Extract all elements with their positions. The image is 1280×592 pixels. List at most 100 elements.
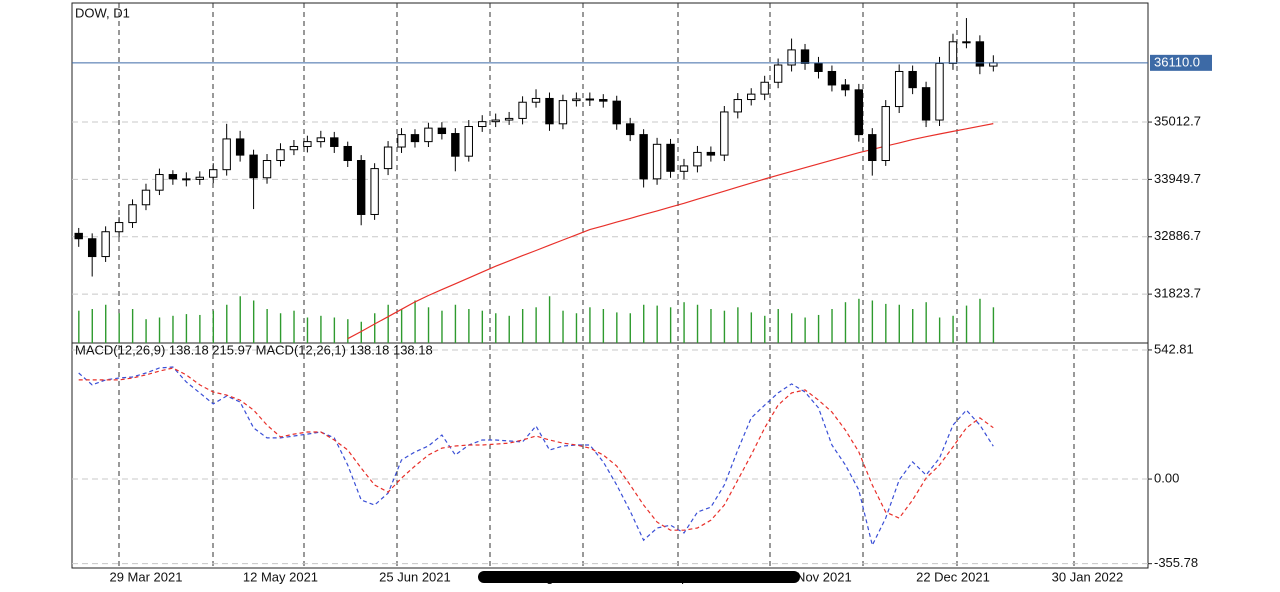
candle-body: [222, 138, 231, 171]
candle-body: [491, 119, 500, 123]
candle-body: [908, 70, 917, 89]
volume-bar: [400, 309, 403, 343]
volume-bar: [979, 298, 981, 343]
volume-bar: [374, 313, 376, 343]
candle-body: [87, 238, 97, 258]
volume-bar: [266, 309, 268, 343]
candle-body: [545, 97, 554, 125]
volume-bar: [185, 314, 188, 343]
candle-body: [316, 137, 326, 143]
volume-bar: [858, 298, 860, 343]
candle-body: [760, 81, 769, 95]
candle-body: [612, 100, 621, 125]
candle-body: [356, 160, 366, 215]
volume-bar: [239, 296, 241, 343]
volume-bar: [817, 314, 820, 343]
volume-bar: [737, 307, 739, 343]
candle-body: [787, 49, 796, 66]
volume-bar: [252, 300, 255, 343]
volume-bar: [790, 313, 793, 343]
candle-body: [935, 62, 944, 121]
volume-bar: [78, 310, 80, 343]
candle-body: [370, 168, 379, 215]
volume-bar: [575, 313, 578, 343]
candle-body: [800, 49, 810, 64]
candle-body: [101, 231, 110, 258]
candle-body: [666, 143, 675, 172]
volume-bar: [669, 307, 672, 343]
volume-bar: [347, 319, 349, 343]
candle-body: [975, 41, 985, 67]
candle-body: [74, 232, 83, 240]
volume-bar: [925, 302, 927, 343]
candle-body: [114, 222, 124, 233]
volume-bar: [508, 315, 510, 343]
panel-frame: [71, 2, 1149, 569]
volume-bar: [548, 296, 551, 343]
scrollbar[interactable]: [478, 571, 800, 583]
candle-body: [625, 123, 635, 136]
candle-body: [155, 174, 164, 191]
volume-bar: [952, 315, 954, 343]
candle-body: [733, 99, 742, 113]
candle-body: [827, 70, 837, 86]
volume-bar: [131, 309, 134, 343]
candle-body: [585, 98, 595, 101]
candle-body: [276, 149, 285, 162]
candle-body: [693, 151, 702, 167]
candle-body: [141, 189, 151, 206]
x-tick-label: 8 Nov 2021: [785, 569, 852, 584]
volume-bar: [912, 309, 914, 343]
volume-bar: [965, 305, 968, 343]
volume-bar: [992, 307, 995, 343]
volume-bar: [831, 309, 833, 343]
candle-body: [303, 141, 312, 147]
candle-body: [504, 117, 514, 121]
chart-title: DOW, D1: [75, 5, 130, 20]
candle-body: [410, 134, 420, 143]
volume-bar: [387, 304, 389, 343]
candle-body: [518, 101, 527, 119]
volume-bar: [441, 310, 443, 343]
volume-bar: [118, 313, 120, 343]
volume-bar: [279, 313, 282, 343]
volume-bar: [723, 310, 726, 343]
volume-bar: [938, 317, 941, 343]
candle-body: [814, 62, 823, 72]
candle-body: [572, 98, 581, 102]
candle-body: [652, 143, 662, 180]
candle-body: [128, 204, 137, 224]
volume-bar: [521, 309, 524, 343]
volume-bar: [454, 304, 457, 343]
x-tick-label: 25 Jun 2021: [379, 569, 451, 584]
y-tick-label: -355.78: [1154, 555, 1198, 570]
candle-body: [599, 99, 608, 102]
candle-body: [235, 138, 245, 156]
candle-body: [854, 89, 864, 136]
volume-bar: [414, 300, 416, 343]
y-tick-label: 542.81: [1154, 341, 1194, 356]
candle-body: [478, 121, 487, 128]
candle-body: [195, 176, 204, 180]
volume-bar: [293, 310, 295, 343]
candle-body: [773, 64, 783, 83]
volume-bar: [656, 305, 658, 343]
candle-body: [720, 111, 729, 156]
macd-line: [78, 366, 994, 547]
volume-bar: [105, 304, 107, 343]
volume-bar: [158, 317, 161, 343]
volume-bar: [172, 315, 174, 343]
volume-bar: [683, 302, 685, 343]
candle-body: [531, 97, 541, 103]
candle-body: [397, 134, 406, 148]
candle-body: [639, 134, 648, 180]
candle-body: [451, 133, 460, 157]
volume-bar: [885, 303, 887, 343]
candle-body: [289, 145, 299, 151]
candle-body: [262, 160, 272, 179]
plot-layer: 35012.7 33949.7 32886.7 31823.7 542.81 0.00 -3…: [72, 3, 1212, 584]
candle-body: [424, 127, 433, 143]
volume-bar: [468, 309, 470, 343]
candle-body: [249, 154, 258, 179]
